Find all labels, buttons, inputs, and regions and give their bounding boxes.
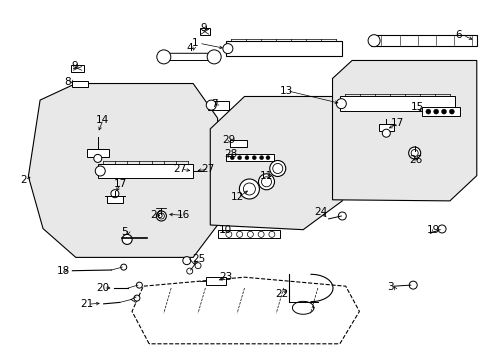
Polygon shape bbox=[378, 124, 393, 131]
Polygon shape bbox=[106, 196, 123, 203]
Text: 17: 17 bbox=[390, 118, 404, 128]
Text: 25: 25 bbox=[192, 254, 205, 264]
Text: 2: 2 bbox=[20, 175, 27, 185]
Circle shape bbox=[237, 156, 241, 160]
Circle shape bbox=[183, 257, 190, 265]
Circle shape bbox=[258, 174, 274, 190]
Text: 10: 10 bbox=[218, 225, 231, 235]
Circle shape bbox=[236, 231, 242, 237]
Polygon shape bbox=[28, 84, 217, 257]
Text: 14: 14 bbox=[96, 114, 109, 125]
Circle shape bbox=[258, 231, 264, 237]
Circle shape bbox=[441, 109, 446, 114]
Circle shape bbox=[252, 156, 256, 160]
Circle shape bbox=[230, 156, 234, 160]
Polygon shape bbox=[71, 65, 84, 72]
Circle shape bbox=[437, 225, 445, 233]
Circle shape bbox=[410, 149, 417, 157]
Circle shape bbox=[94, 154, 102, 162]
Polygon shape bbox=[210, 96, 342, 230]
Text: 15: 15 bbox=[410, 102, 423, 112]
Circle shape bbox=[158, 213, 164, 219]
Polygon shape bbox=[98, 164, 193, 178]
Text: 24: 24 bbox=[313, 207, 326, 217]
Text: 27: 27 bbox=[173, 164, 186, 174]
Circle shape bbox=[244, 156, 248, 160]
Polygon shape bbox=[370, 35, 476, 46]
Text: 21: 21 bbox=[81, 299, 94, 309]
Polygon shape bbox=[207, 101, 228, 110]
Circle shape bbox=[261, 177, 271, 187]
Polygon shape bbox=[229, 140, 246, 147]
Text: 27: 27 bbox=[201, 164, 214, 174]
Circle shape bbox=[206, 100, 216, 110]
Text: 17: 17 bbox=[113, 179, 126, 189]
Polygon shape bbox=[225, 154, 273, 161]
Circle shape bbox=[336, 99, 346, 109]
Circle shape bbox=[122, 234, 132, 244]
Circle shape bbox=[111, 190, 119, 198]
Circle shape bbox=[433, 109, 438, 114]
Text: 16: 16 bbox=[177, 210, 190, 220]
Circle shape bbox=[243, 183, 255, 195]
Polygon shape bbox=[218, 230, 279, 238]
Text: 29: 29 bbox=[222, 135, 235, 145]
Text: 6: 6 bbox=[455, 30, 462, 40]
Circle shape bbox=[136, 282, 142, 288]
Circle shape bbox=[207, 50, 221, 64]
Circle shape bbox=[134, 295, 140, 301]
Text: 7: 7 bbox=[211, 99, 218, 109]
Circle shape bbox=[425, 109, 430, 114]
Circle shape bbox=[239, 179, 259, 199]
Circle shape bbox=[408, 281, 416, 289]
Circle shape bbox=[95, 166, 105, 176]
Circle shape bbox=[156, 211, 166, 221]
Polygon shape bbox=[87, 149, 108, 157]
Polygon shape bbox=[72, 81, 88, 87]
Text: 13: 13 bbox=[279, 86, 292, 96]
Polygon shape bbox=[225, 41, 342, 56]
Circle shape bbox=[247, 231, 253, 237]
Polygon shape bbox=[199, 28, 210, 35]
Text: 26: 26 bbox=[408, 155, 421, 165]
Circle shape bbox=[268, 231, 274, 237]
Polygon shape bbox=[161, 53, 217, 60]
Circle shape bbox=[157, 50, 170, 64]
Text: 9: 9 bbox=[200, 23, 207, 33]
Text: 4: 4 bbox=[186, 42, 193, 53]
Text: 5: 5 bbox=[121, 227, 128, 237]
Text: 8: 8 bbox=[64, 77, 71, 87]
Circle shape bbox=[448, 109, 453, 114]
Circle shape bbox=[269, 161, 285, 176]
Polygon shape bbox=[132, 277, 359, 344]
Polygon shape bbox=[332, 60, 476, 201]
Text: 28: 28 bbox=[224, 149, 237, 159]
Circle shape bbox=[186, 268, 192, 274]
Circle shape bbox=[382, 129, 389, 137]
Text: 19: 19 bbox=[426, 225, 439, 235]
Circle shape bbox=[338, 212, 346, 220]
Circle shape bbox=[408, 147, 420, 159]
Circle shape bbox=[272, 163, 282, 174]
Text: 1: 1 bbox=[191, 38, 198, 48]
Circle shape bbox=[225, 231, 231, 237]
Text: 22: 22 bbox=[274, 289, 287, 300]
Text: 3: 3 bbox=[386, 282, 393, 292]
Text: 26: 26 bbox=[150, 210, 163, 220]
Circle shape bbox=[259, 156, 263, 160]
Text: 20: 20 bbox=[96, 283, 109, 293]
Text: 12: 12 bbox=[230, 192, 244, 202]
Text: 9: 9 bbox=[71, 60, 78, 71]
Text: 23: 23 bbox=[219, 272, 232, 282]
Circle shape bbox=[265, 156, 269, 160]
Circle shape bbox=[223, 44, 232, 54]
Polygon shape bbox=[421, 107, 459, 116]
Text: 18: 18 bbox=[57, 266, 70, 276]
Circle shape bbox=[195, 263, 201, 269]
Text: 11: 11 bbox=[260, 171, 273, 181]
Circle shape bbox=[367, 35, 379, 47]
Polygon shape bbox=[206, 277, 225, 285]
Polygon shape bbox=[339, 96, 454, 111]
Circle shape bbox=[121, 264, 126, 270]
